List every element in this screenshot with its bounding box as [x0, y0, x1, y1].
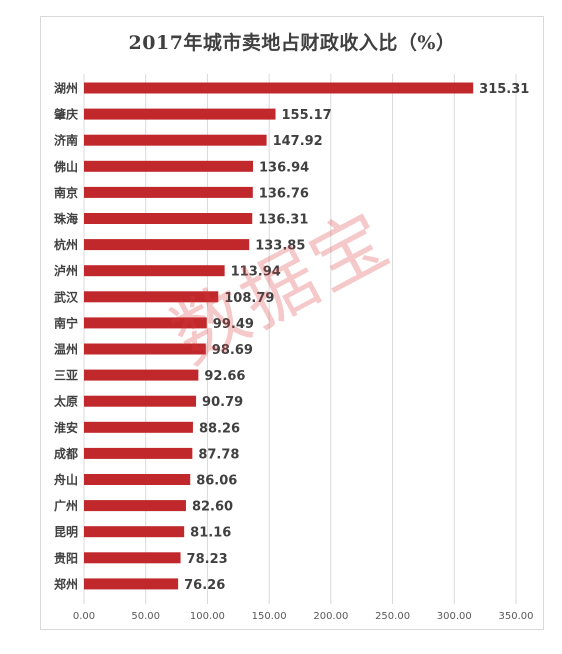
value-label: 98.69: [212, 343, 253, 358]
value-label: 133.85: [255, 239, 305, 254]
x-tick-label: 150.00: [252, 611, 287, 622]
value-label: 136.76: [259, 186, 309, 201]
bar: [84, 265, 225, 277]
category-label: 郑州: [54, 576, 78, 591]
value-label: 315.31: [479, 82, 529, 97]
category-label: 济南: [54, 133, 78, 148]
category-label: 广州: [54, 498, 78, 513]
category-label: 南京: [54, 185, 78, 200]
x-tick-label: 50.00: [131, 611, 160, 622]
category-label: 泸州: [54, 263, 78, 278]
value-label: 78.23: [187, 552, 228, 567]
bar: [84, 474, 191, 485]
value-label: 113.94: [231, 265, 281, 280]
category-label: 武汉: [54, 289, 79, 304]
value-label: 99.49: [213, 317, 254, 332]
x-tick-label: 300.00: [437, 611, 472, 622]
bar: [84, 134, 267, 146]
bar: [84, 552, 181, 564]
category-label: 杭州: [54, 237, 78, 252]
bar: [84, 82, 474, 94]
category-label: 成都: [54, 446, 78, 461]
bar: [84, 447, 193, 459]
bar: [84, 186, 253, 198]
value-label: 155.17: [282, 108, 332, 123]
category-label: 南宁: [54, 315, 78, 330]
category-label: 珠海: [54, 211, 78, 226]
bar: [84, 317, 207, 329]
bar: [84, 108, 276, 120]
value-label: 136.31: [258, 213, 308, 228]
category-label: 温州: [54, 343, 78, 357]
category-label: 淮安: [54, 420, 78, 435]
category-label: 肇庆: [54, 107, 78, 122]
value-label: 108.79: [224, 291, 274, 306]
value-label: 147.92: [273, 134, 323, 149]
category-label: 昆明: [54, 525, 78, 539]
category-label: 舟山: [54, 472, 78, 487]
category-label: 贵阳: [54, 550, 78, 565]
category-label: 三亚: [54, 369, 78, 383]
value-label: 90.79: [202, 395, 243, 410]
bar: [84, 213, 253, 224]
value-label: 87.78: [198, 447, 239, 462]
bar: [84, 291, 219, 303]
bar: [84, 239, 250, 251]
x-tick-label: 0.00: [73, 611, 95, 622]
bar: [84, 526, 185, 538]
x-tick-label: 250.00: [375, 611, 410, 622]
x-tick-label: 200.00: [313, 611, 348, 622]
value-label: 82.60: [192, 500, 233, 515]
bar: [84, 395, 197, 407]
bar: [84, 500, 186, 512]
x-tick-label: 350.00: [499, 611, 534, 622]
value-label: 136.94: [259, 160, 309, 175]
category-label: 湖州: [54, 81, 78, 96]
category-label: 太原: [54, 394, 78, 409]
value-label: 92.66: [204, 369, 245, 384]
bar: [84, 343, 206, 355]
value-label: 81.16: [190, 526, 231, 541]
category-label: 佛山: [53, 159, 78, 174]
value-label: 76.26: [184, 578, 225, 593]
bar: [84, 369, 199, 381]
value-label: 86.06: [196, 474, 237, 489]
bar: [84, 578, 179, 590]
bar: [84, 421, 193, 433]
chart-title: 2017年城市卖地占财政收入比（%）: [128, 32, 456, 54]
bar: [84, 160, 254, 172]
x-tick-label: 100.00: [190, 611, 225, 622]
value-label: 88.26: [199, 421, 240, 436]
